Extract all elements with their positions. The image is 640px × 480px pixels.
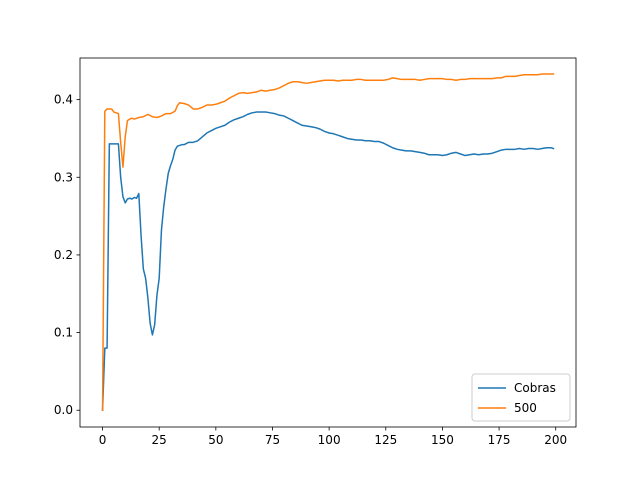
x-tick-label: 100 [318, 433, 341, 447]
series-line-1 [101, 73, 555, 411]
legend-label-0: Cobras [514, 381, 556, 395]
x-tick-label: 75 [265, 433, 280, 447]
x-tick-label: 150 [431, 433, 454, 447]
legend-label-1: 500 [514, 401, 537, 415]
y-tick-label: 0.4 [54, 93, 73, 107]
legend-box [471, 373, 571, 422]
plot-area-frame [79, 57, 577, 428]
plot-lines [101, 73, 555, 412]
x-tick-label: 0 [99, 433, 107, 447]
x-tick-label: 25 [152, 433, 167, 447]
y-tick-label: 0.0 [54, 403, 73, 417]
x-axis-ticks: 0 25 50 75 100 125 150 175 200 [99, 427, 567, 447]
x-tick-label: 125 [374, 433, 397, 447]
y-tick-label: 0.3 [54, 170, 73, 184]
x-tick-label: 50 [208, 433, 223, 447]
y-axis-ticks: 0.0 0.1 0.2 0.3 0.4 [54, 93, 80, 417]
series-line-0 [101, 111, 555, 412]
y-tick-label: 0.1 [54, 326, 73, 340]
legend: Cobras 500 [471, 373, 571, 422]
x-tick-label: 200 [544, 433, 567, 447]
y-tick-label: 0.2 [54, 248, 73, 262]
x-tick-label: 175 [488, 433, 511, 447]
